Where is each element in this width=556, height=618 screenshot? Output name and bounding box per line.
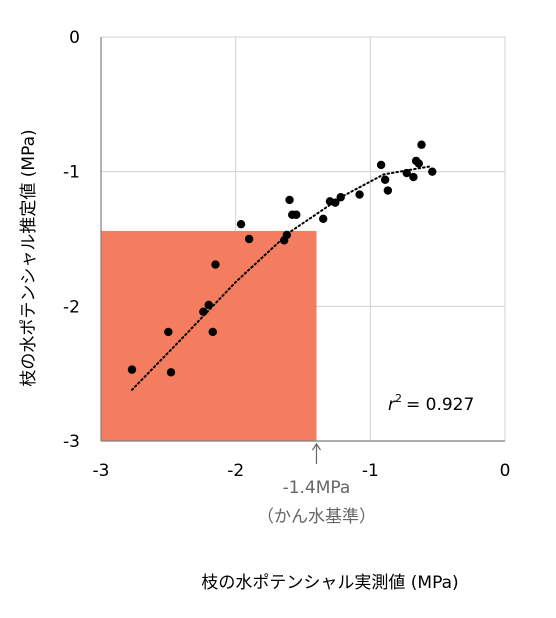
data-point xyxy=(319,214,328,223)
r2-value: = 0.927 xyxy=(406,395,474,415)
data-point xyxy=(236,219,246,229)
threshold-label: -1.4MPa xyxy=(283,478,351,498)
data-point xyxy=(383,186,393,195)
data-point xyxy=(282,230,292,240)
data-point xyxy=(292,210,301,219)
x-tick-label: -1 xyxy=(362,461,379,481)
irrigation-threshold-region xyxy=(101,230,317,441)
data-point xyxy=(204,300,213,310)
data-point xyxy=(244,234,254,244)
r2-symbol: r xyxy=(388,395,396,415)
data-point xyxy=(414,159,424,168)
threshold-marker: -1.4MPa （かん水基準） xyxy=(257,442,376,527)
x-axis-title: 枝の水ポテンシャル実測値 (MPa) xyxy=(201,573,458,593)
data-point xyxy=(380,175,390,184)
tick-labels: -3 -2 -1 0 0 -1 -2 -3 xyxy=(63,28,510,481)
r2-superscript: 2 xyxy=(395,392,402,405)
data-point xyxy=(409,172,418,182)
data-points xyxy=(127,140,437,377)
data-point xyxy=(428,167,437,176)
data-point xyxy=(331,198,340,207)
axes xyxy=(100,37,505,442)
y-axis-title: 枝の水ポテンシャル推定値 (MPa) xyxy=(19,129,39,386)
data-point xyxy=(166,368,176,377)
data-point xyxy=(402,168,411,178)
x-tick-label: -2 xyxy=(227,461,244,481)
x-tick-label: 0 xyxy=(500,461,511,481)
data-point xyxy=(336,193,345,202)
data-point xyxy=(355,190,364,199)
y-tick-label: -1 xyxy=(63,163,80,183)
data-point xyxy=(211,260,220,269)
data-point xyxy=(199,307,208,316)
data-point xyxy=(376,160,386,170)
y-tick-label: -2 xyxy=(63,297,80,317)
threshold-arrow-head xyxy=(311,442,321,451)
data-point xyxy=(127,365,137,374)
x-tick-label: -3 xyxy=(93,461,110,481)
y-tick-label: -3 xyxy=(63,432,80,452)
data-point xyxy=(285,195,294,205)
data-point xyxy=(417,140,426,149)
y-tick-label: 0 xyxy=(69,28,80,48)
r-squared-annotation: r2 = 0.927 xyxy=(388,392,474,415)
data-point xyxy=(164,327,173,337)
threshold-sublabel: （かん水基準） xyxy=(257,507,376,527)
data-point xyxy=(208,327,217,337)
